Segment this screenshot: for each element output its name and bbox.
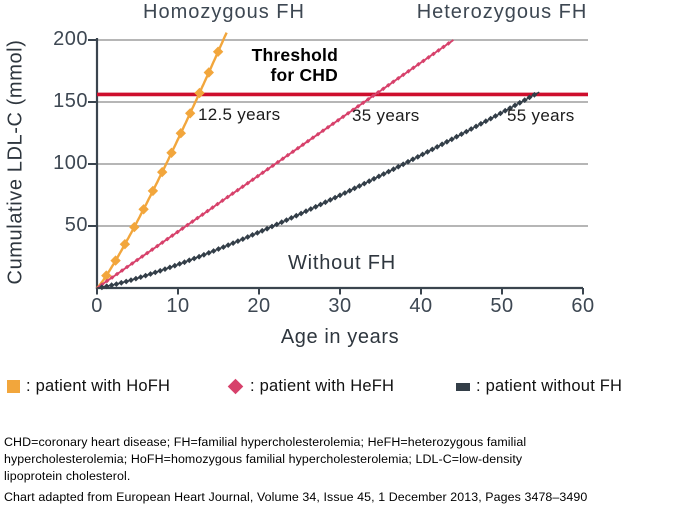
hefh-diamond-swatch-icon <box>227 378 244 395</box>
y-tick-50: 50 <box>64 214 88 236</box>
legend-item-hofh: : patient with HoFH <box>7 377 170 396</box>
legend-label-hefh: : patient with HeFH <box>250 377 395 395</box>
abbreviations-footnote: CHD=coronary heart disease; FH=familial … <box>4 434 526 485</box>
series-markers-0 <box>101 46 224 281</box>
x-tick-10: 10 <box>166 295 190 317</box>
hofh-square-swatch-icon <box>7 380 20 393</box>
x-tick-60: 60 <box>571 295 595 317</box>
x-tick-20: 20 <box>247 295 271 317</box>
chart-title-homozygous: Homozygous FH <box>143 1 305 23</box>
y-tick-150: 150 <box>53 90 88 112</box>
x-tick-30: 30 <box>328 295 352 317</box>
x-tick-40: 40 <box>409 295 433 317</box>
chart-title-heterozygous: Heterozygous FH <box>416 1 588 23</box>
annotation-nofh-crossing: 55 years <box>507 106 575 125</box>
legend-label-hofh: : patient with HoFH <box>26 377 171 395</box>
abbrev-line-2: hypercholesterolemia; HoFH=homozygous fa… <box>4 452 523 466</box>
threshold-label-line2: for CHD <box>270 65 338 85</box>
x-tick-0: 0 <box>91 295 103 317</box>
threshold-label: Threshold for CHD <box>188 45 338 85</box>
annotation-hefh-crossing: 35 years <box>352 106 420 125</box>
legend-label-nofh: : patient without FH <box>476 377 623 395</box>
source-footnote: Chart adapted from European Heart Journa… <box>4 490 588 504</box>
y-tick-200: 200 <box>53 28 88 50</box>
nofh-dash-swatch-icon <box>456 382 470 391</box>
without-fh-label: Without FH <box>287 252 397 274</box>
legend-item-hefh: : patient with HeFH <box>227 377 394 396</box>
annotation-hofh-crossing: 12.5 years <box>198 105 281 124</box>
abbrev-line-3: lipoprotein cholesterol. <box>4 469 131 483</box>
chart-canvas <box>88 32 588 295</box>
y-tick-100: 100 <box>53 152 88 174</box>
series-markers-1 <box>99 41 451 287</box>
y-axis-title: Cumulative LDL-C (mmol) <box>4 39 27 285</box>
x-axis-title: Age in years <box>280 326 400 348</box>
abbrev-line-1: CHD=coronary heart disease; FH=familial … <box>4 435 527 449</box>
x-tick-50: 50 <box>490 295 514 317</box>
legend-item-nofh: : patient without FH <box>456 377 622 396</box>
threshold-label-line1: Threshold <box>251 45 338 65</box>
